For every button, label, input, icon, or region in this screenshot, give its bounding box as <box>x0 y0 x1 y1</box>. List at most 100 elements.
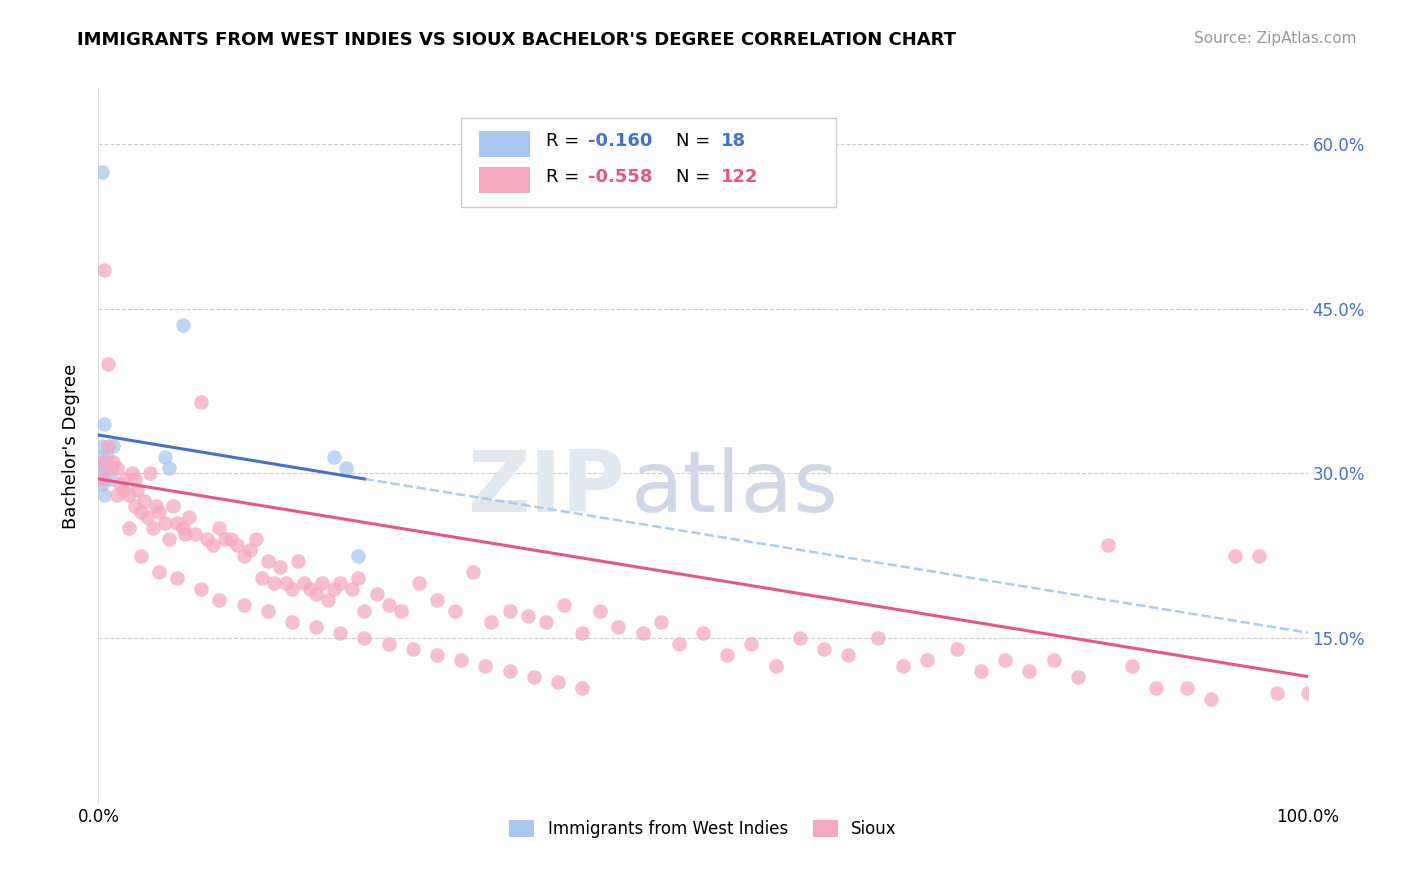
Point <box>93 455 115 469</box>
Point <box>353 604 375 618</box>
Point <box>970 664 993 678</box>
Point <box>101 455 124 469</box>
Point <box>93 472 115 486</box>
Point <box>190 395 212 409</box>
Point <box>91 164 114 178</box>
Point <box>650 615 672 629</box>
Point <box>516 609 538 624</box>
Point <box>299 582 322 596</box>
Point <box>813 642 835 657</box>
Point <box>353 631 375 645</box>
Point <box>184 526 207 541</box>
Point <box>281 582 304 596</box>
Point <box>100 461 122 475</box>
Text: -0.160: -0.160 <box>588 132 652 150</box>
Point <box>426 648 449 662</box>
Point <box>111 483 134 497</box>
Text: Source: ZipAtlas.com: Source: ZipAtlas.com <box>1194 31 1357 46</box>
Point <box>157 461 180 475</box>
Point <box>547 675 569 690</box>
Text: R =: R = <box>546 132 585 150</box>
Point <box>97 439 120 453</box>
Point <box>426 592 449 607</box>
Point <box>129 549 152 563</box>
Point <box>124 500 146 514</box>
Point <box>402 642 425 657</box>
Point <box>323 450 346 464</box>
Point <box>274 576 297 591</box>
Point <box>263 576 285 591</box>
Text: -0.558: -0.558 <box>588 168 652 186</box>
Point <box>114 472 136 486</box>
Point <box>553 598 575 612</box>
Point <box>97 357 120 371</box>
Point <box>450 653 472 667</box>
Point <box>91 439 114 453</box>
Text: 122: 122 <box>721 168 759 186</box>
Point <box>93 417 115 431</box>
Point <box>523 669 546 683</box>
Point <box>498 664 520 678</box>
Point <box>389 604 412 618</box>
Point <box>91 472 114 486</box>
Point <box>316 592 339 607</box>
Point <box>631 625 654 640</box>
Text: 18: 18 <box>721 132 747 150</box>
Point <box>946 642 969 657</box>
Point <box>444 604 467 618</box>
Point <box>891 658 914 673</box>
Point <box>347 571 370 585</box>
Point <box>91 450 114 464</box>
Point <box>789 631 811 645</box>
Point <box>1199 691 1222 706</box>
Point <box>342 582 364 596</box>
Point <box>179 510 201 524</box>
Point <box>1067 669 1090 683</box>
Legend: Immigrants from West Indies, Sioux: Immigrants from West Indies, Sioux <box>502 813 904 845</box>
Point <box>195 533 218 547</box>
Point <box>915 653 938 667</box>
Point <box>481 615 503 629</box>
Point <box>129 505 152 519</box>
Point <box>1223 549 1246 563</box>
Point <box>292 576 315 591</box>
Point <box>269 559 291 574</box>
Point <box>668 637 690 651</box>
Point <box>208 521 231 535</box>
Point <box>1175 681 1198 695</box>
Point <box>281 615 304 629</box>
Point <box>716 648 738 662</box>
Point <box>166 516 188 530</box>
Point <box>305 620 328 634</box>
Point <box>463 566 485 580</box>
Point <box>692 625 714 640</box>
Text: ZIP: ZIP <box>467 447 624 531</box>
Point <box>121 467 143 481</box>
Point <box>1146 681 1168 695</box>
Point <box>305 587 328 601</box>
Point <box>145 500 167 514</box>
Point <box>311 576 333 591</box>
Point <box>239 543 262 558</box>
Point <box>335 461 357 475</box>
Point <box>347 549 370 563</box>
Point <box>101 439 124 453</box>
Text: IMMIGRANTS FROM WEST INDIES VS SIOUX BACHELOR'S DEGREE CORRELATION CHART: IMMIGRANTS FROM WEST INDIES VS SIOUX BAC… <box>77 31 956 49</box>
Point <box>108 477 131 491</box>
Point <box>534 615 557 629</box>
Point <box>135 510 157 524</box>
Text: N =: N = <box>676 132 717 150</box>
Text: N =: N = <box>676 168 717 186</box>
Point <box>93 461 115 475</box>
FancyBboxPatch shape <box>461 118 837 207</box>
Point <box>323 582 346 596</box>
Point <box>172 318 194 333</box>
Point <box>214 533 236 547</box>
Point <box>1097 538 1119 552</box>
Point <box>105 461 128 475</box>
Point <box>498 604 520 618</box>
Point <box>139 467 162 481</box>
Point <box>765 658 787 673</box>
Point <box>245 533 267 547</box>
Point <box>91 461 114 475</box>
